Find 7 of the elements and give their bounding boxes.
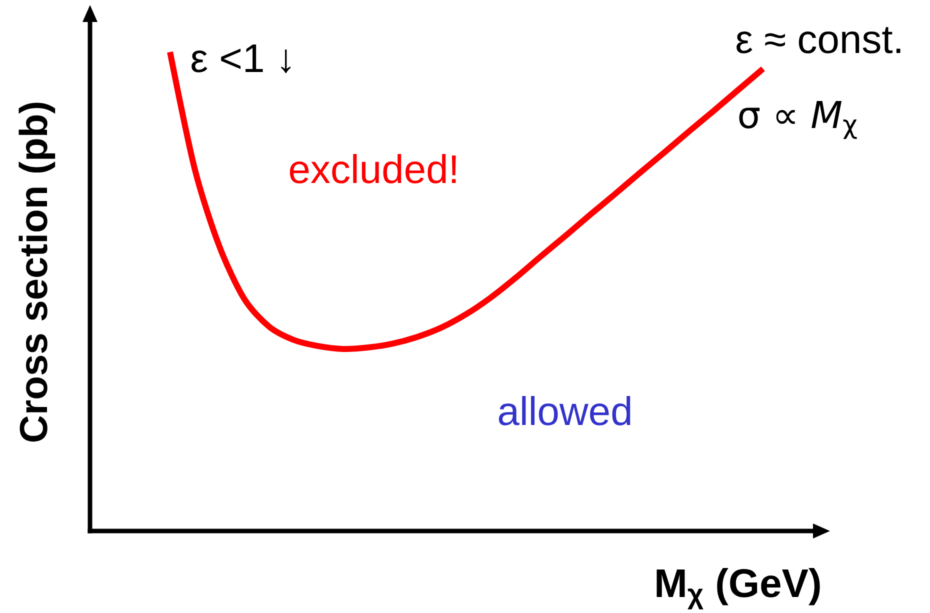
annotation: ε <1 ↓ xyxy=(192,44,291,74)
annotation: excluded! xyxy=(290,154,456,184)
annotation: σ ∝ M$_{χ}$ xyxy=(739,101,857,140)
x-axis-title: M$_{χ}$ (GeV) xyxy=(656,568,820,610)
y-axis-title: Cross section (pb) xyxy=(18,102,56,442)
annotation: ε ≈ const. xyxy=(736,27,900,54)
annotation: allowed xyxy=(498,396,630,426)
